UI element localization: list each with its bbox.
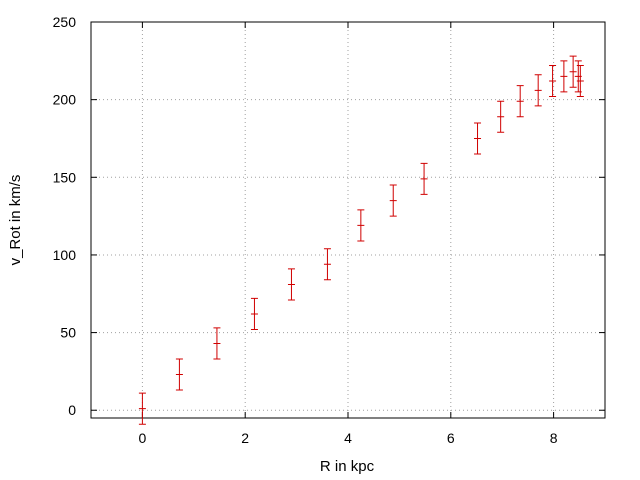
data-point-0-5 [323,248,331,281]
y-tick-label-5: 250 [53,14,77,30]
data-point-0-12 [534,74,542,107]
y-axis-label: v_Rot in km/s [7,175,24,266]
y-tick-label-3: 150 [53,169,77,185]
data-point-0-1 [175,358,183,391]
data-point-0-4 [287,268,295,301]
x-tick-label-4: 8 [550,430,558,446]
data-point-0-10 [497,100,505,133]
x-tick-label-0: 0 [139,430,147,446]
data-point-0-9 [474,122,482,155]
y-tick-label-0: 0 [68,402,76,418]
data-point-0-8 [420,162,428,195]
grid-layer [91,21,605,418]
data-point-0-16 [574,60,582,93]
data-point-0-7 [389,184,397,217]
x-tick-label-1: 2 [241,430,249,446]
data-point-0-15 [569,55,577,88]
data-point-0-0 [138,392,146,425]
data-layer [138,55,584,425]
data-point-0-11 [516,85,524,118]
x-tick-label-3: 6 [447,430,455,446]
data-point-0-17 [576,64,584,98]
y-tick-label-4: 200 [53,92,77,108]
data-point-0-3 [250,297,258,330]
data-point-0-2 [213,327,221,360]
data-point-0-14 [560,60,568,93]
data-point-0-13 [549,64,557,98]
y-tick-label-1: 50 [60,325,76,341]
plot-frame [90,21,606,419]
y-tick-label-2: 100 [53,247,77,263]
label-layer: 0 2 4 6 8 0 50 100 150 200 250 [53,14,558,446]
x-tick-label-2: 4 [344,430,352,446]
x-axis-label: R in kpc [320,458,375,475]
data-point-0-6 [357,209,365,242]
